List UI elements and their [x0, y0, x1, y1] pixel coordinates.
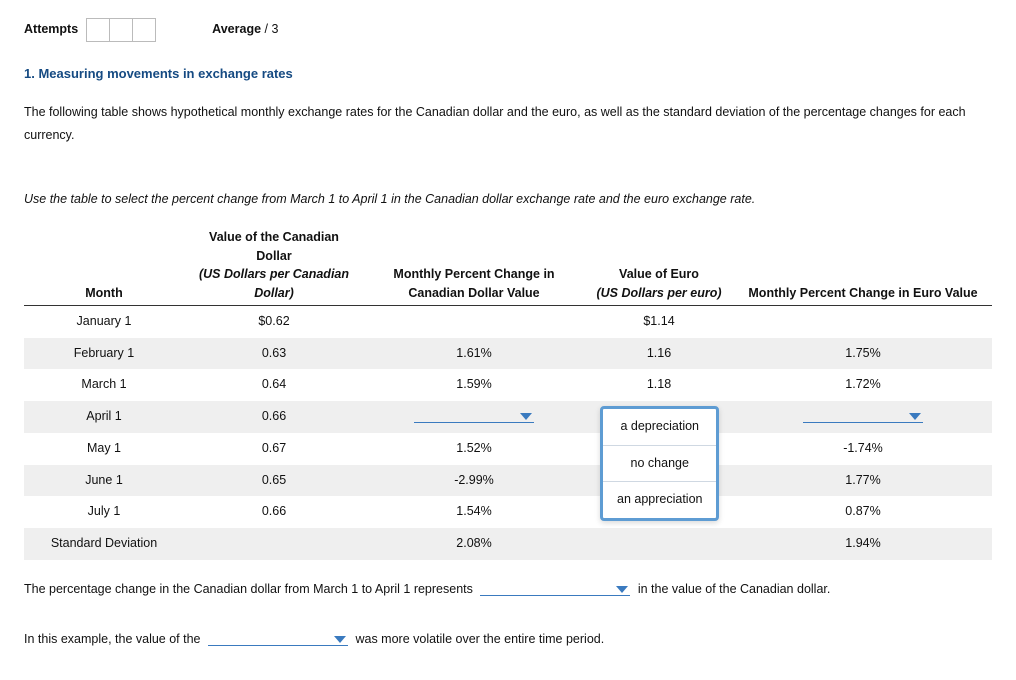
cell-cad-value: 0.65	[184, 465, 364, 497]
cell-euro-change: 1.75%	[734, 338, 992, 370]
dropdown-appreciation[interactable]	[480, 578, 630, 596]
cell-euro-change: 1.77%	[734, 465, 992, 497]
cell-cad-value: 0.63	[184, 338, 364, 370]
cell-stddev-label: Standard Deviation	[24, 528, 184, 560]
col-euro-change: Monthly Percent Change in Euro Value	[734, 226, 992, 306]
chevron-down-icon	[520, 413, 532, 420]
table-row-stddev: Standard Deviation 2.08% 1.94%	[24, 528, 992, 560]
exchange-rate-table-wrap: Month Value of the Canadian Dollar (US D…	[24, 226, 992, 560]
cell-euro-change: 1.72%	[734, 369, 992, 401]
table-row: July 10.661.54%1.160.87%	[24, 496, 992, 528]
cell-month: March 1	[24, 369, 184, 401]
cell-cad-change[interactable]	[364, 401, 584, 433]
attempt-box[interactable]	[109, 18, 133, 42]
table-row: January 1$0.62 $1.14	[24, 305, 992, 337]
cell-euro-change: -1.74%	[734, 433, 992, 465]
cell-stddev-cad: 2.08%	[364, 528, 584, 560]
dropdown-cad-change[interactable]	[414, 405, 534, 423]
col-euro-value: Value of Euro (US Dollars per euro)	[584, 226, 734, 306]
cell-cad-change: -2.99%	[364, 465, 584, 497]
attempt-box[interactable]	[86, 18, 110, 42]
attempt-boxes	[86, 18, 156, 42]
cell-euro-change	[734, 305, 992, 337]
table-row: April 10.661.15	[24, 401, 992, 433]
chevron-down-icon	[909, 413, 921, 420]
table-row: May 10.671.52%1.13-1.74%	[24, 433, 992, 465]
col-cad-value: Value of the Canadian Dollar (US Dollars…	[184, 226, 364, 306]
dropdown-euro-change[interactable]	[803, 405, 923, 423]
col-month: Month	[24, 226, 184, 306]
attempt-box[interactable]	[132, 18, 156, 42]
dropdown-currency[interactable]	[208, 628, 348, 646]
cell-month: May 1	[24, 433, 184, 465]
table-row: February 10.631.61%1.161.75%	[24, 338, 992, 370]
cell-month: June 1	[24, 465, 184, 497]
dropdown-option[interactable]: a depreciation	[603, 409, 716, 446]
cell-cad-value: $0.62	[184, 305, 364, 337]
cell-euro-value: 1.16	[584, 338, 734, 370]
cell-cad-value: 0.66	[184, 496, 364, 528]
exchange-rate-table: Month Value of the Canadian Dollar (US D…	[24, 226, 992, 560]
cell-cad-value: 0.64	[184, 369, 364, 401]
cell-cad-value: 0.67	[184, 433, 364, 465]
cell-stddev-euro: 1.94%	[734, 528, 992, 560]
sentence-2: In this example, the value of the was mo…	[24, 628, 992, 652]
cell-cad-value: 0.66	[184, 401, 364, 433]
question-title: 1. Measuring movements in exchange rates	[24, 62, 992, 87]
cell-month: January 1	[24, 305, 184, 337]
col-cad-change: Monthly Percent Change in Canadian Dolla…	[364, 226, 584, 306]
cell-euro-change: 0.87%	[734, 496, 992, 528]
cell-cad-change: 1.52%	[364, 433, 584, 465]
table-row: June 10.65-2.99%1.151.77%	[24, 465, 992, 497]
dropdown-option[interactable]: an appreciation	[603, 482, 716, 518]
cell-euro-value: 1.18	[584, 369, 734, 401]
cell-euro-value: $1.14	[584, 305, 734, 337]
sentence-1: The percentage change in the Canadian do…	[24, 578, 992, 602]
cell-month: February 1	[24, 338, 184, 370]
cell-euro-change[interactable]	[734, 401, 992, 433]
dropdown-option[interactable]: no change	[603, 446, 716, 483]
cell-cad-change: 1.59%	[364, 369, 584, 401]
cell-cad-change: 1.61%	[364, 338, 584, 370]
attempts-label: Attempts	[24, 18, 78, 42]
chevron-down-icon	[616, 586, 628, 593]
average-readout: Average / 3	[212, 18, 278, 42]
attempts-bar: Attempts Average / 3	[24, 18, 992, 42]
cell-month: July 1	[24, 496, 184, 528]
cell-month: April 1	[24, 401, 184, 433]
instruction-text: Use the table to select the percent chan…	[24, 188, 992, 212]
intro-paragraph: The following table shows hypothetical m…	[24, 101, 992, 149]
cell-cad-change	[364, 305, 584, 337]
dropdown-popup[interactable]: a depreciationno changean appreciation	[600, 406, 719, 521]
cell-cad-change: 1.54%	[364, 496, 584, 528]
table-row: March 10.641.59%1.181.72%	[24, 369, 992, 401]
chevron-down-icon	[334, 636, 346, 643]
